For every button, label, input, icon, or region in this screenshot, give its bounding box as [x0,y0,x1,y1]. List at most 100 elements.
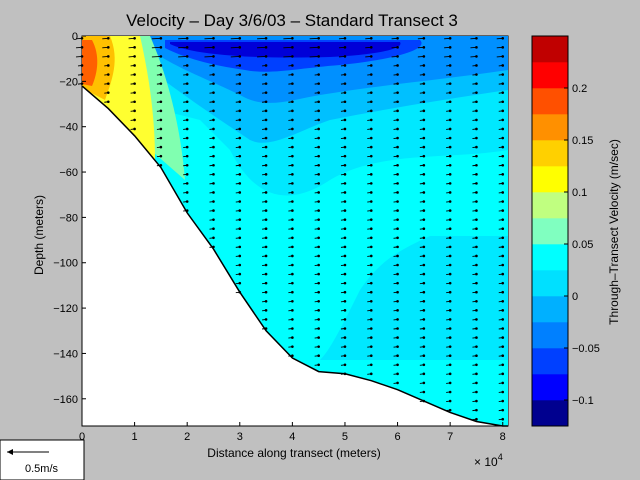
station-point [238,109,242,113]
station-point [369,281,373,285]
station-point [212,127,215,131]
station-point [291,209,294,212]
station-point [396,227,399,231]
station-point [291,73,294,76]
station-point [475,372,478,376]
station-point [159,109,163,113]
station-point [448,163,452,167]
station-point [422,345,426,348]
station-point [448,236,452,240]
station-point [501,82,505,85]
velocity-arrow [257,37,267,40]
station-point [264,227,268,231]
station-point [501,46,505,49]
y-tick-label: −140 [53,348,78,360]
station-point [238,145,242,149]
station-point [396,109,399,113]
station-point [317,73,320,76]
station-point [212,245,215,249]
station-point [159,73,163,76]
station-point [317,290,320,294]
y-tick-label: −100 [53,258,78,270]
station-point [422,36,426,40]
station-point [369,290,373,294]
station-point [475,100,478,104]
station-point [238,254,242,258]
station-point [264,173,268,176]
station-point [501,417,505,421]
station-point [106,82,110,85]
velocity-arrow [204,37,214,40]
colorbar-swatch [532,374,568,401]
station-point [422,336,426,339]
station-point [212,236,215,240]
station-point [501,327,505,330]
station-point [212,100,215,104]
station-point [501,55,505,58]
station-point [501,227,505,231]
station-point [422,399,426,403]
station-point [317,64,320,67]
station-point [396,245,399,249]
station-point [291,163,294,167]
station-point [369,254,373,258]
station-point [422,64,426,67]
station-point [396,209,399,212]
station-point [106,55,110,58]
station-point [238,191,242,194]
station-point [212,200,215,203]
station-point [133,127,136,131]
station-point [369,127,373,131]
contour-lower-band [320,236,508,360]
station-point [422,281,426,285]
station-point [212,136,215,140]
station-point [106,100,110,104]
station-point [396,200,399,203]
station-point [475,236,478,240]
station-point [185,64,189,67]
station-point [422,82,426,85]
station-point [317,218,320,221]
velocity-arrow [283,55,293,58]
station-point [106,46,110,49]
station-point [448,136,452,140]
station-point [317,36,320,40]
station-point [369,245,373,249]
station-point [291,254,294,258]
colorbar-swatch [532,322,568,349]
station-point [475,390,478,394]
station-point [264,136,268,140]
station-point [238,200,242,203]
station-point [422,254,426,258]
station-point [185,209,189,212]
station-point [291,200,294,203]
station-point [185,82,189,85]
station-point [475,263,478,267]
station-point [317,281,320,285]
station-point [343,372,347,376]
station-point [422,318,426,321]
station-point [343,91,347,94]
station-point [159,154,163,158]
station-point [475,163,478,167]
velocity-arrow [309,46,319,49]
station-point [212,73,215,76]
station-point [475,118,478,122]
velocity-arrow [283,37,293,40]
station-point [185,73,189,76]
colorbar-swatch [532,244,568,271]
station-point [343,336,347,339]
station-point [238,263,242,267]
station-point [448,299,452,303]
station-point [501,145,505,149]
station-point [343,281,347,285]
station-point [317,327,320,330]
station-point [317,55,320,58]
station-point [369,200,373,203]
colorbar-tick-label: −0.1 [572,395,594,407]
station-point [185,136,189,140]
station-point [369,163,373,167]
station-point [396,299,399,303]
station-point [264,64,268,67]
station-point [238,46,242,49]
